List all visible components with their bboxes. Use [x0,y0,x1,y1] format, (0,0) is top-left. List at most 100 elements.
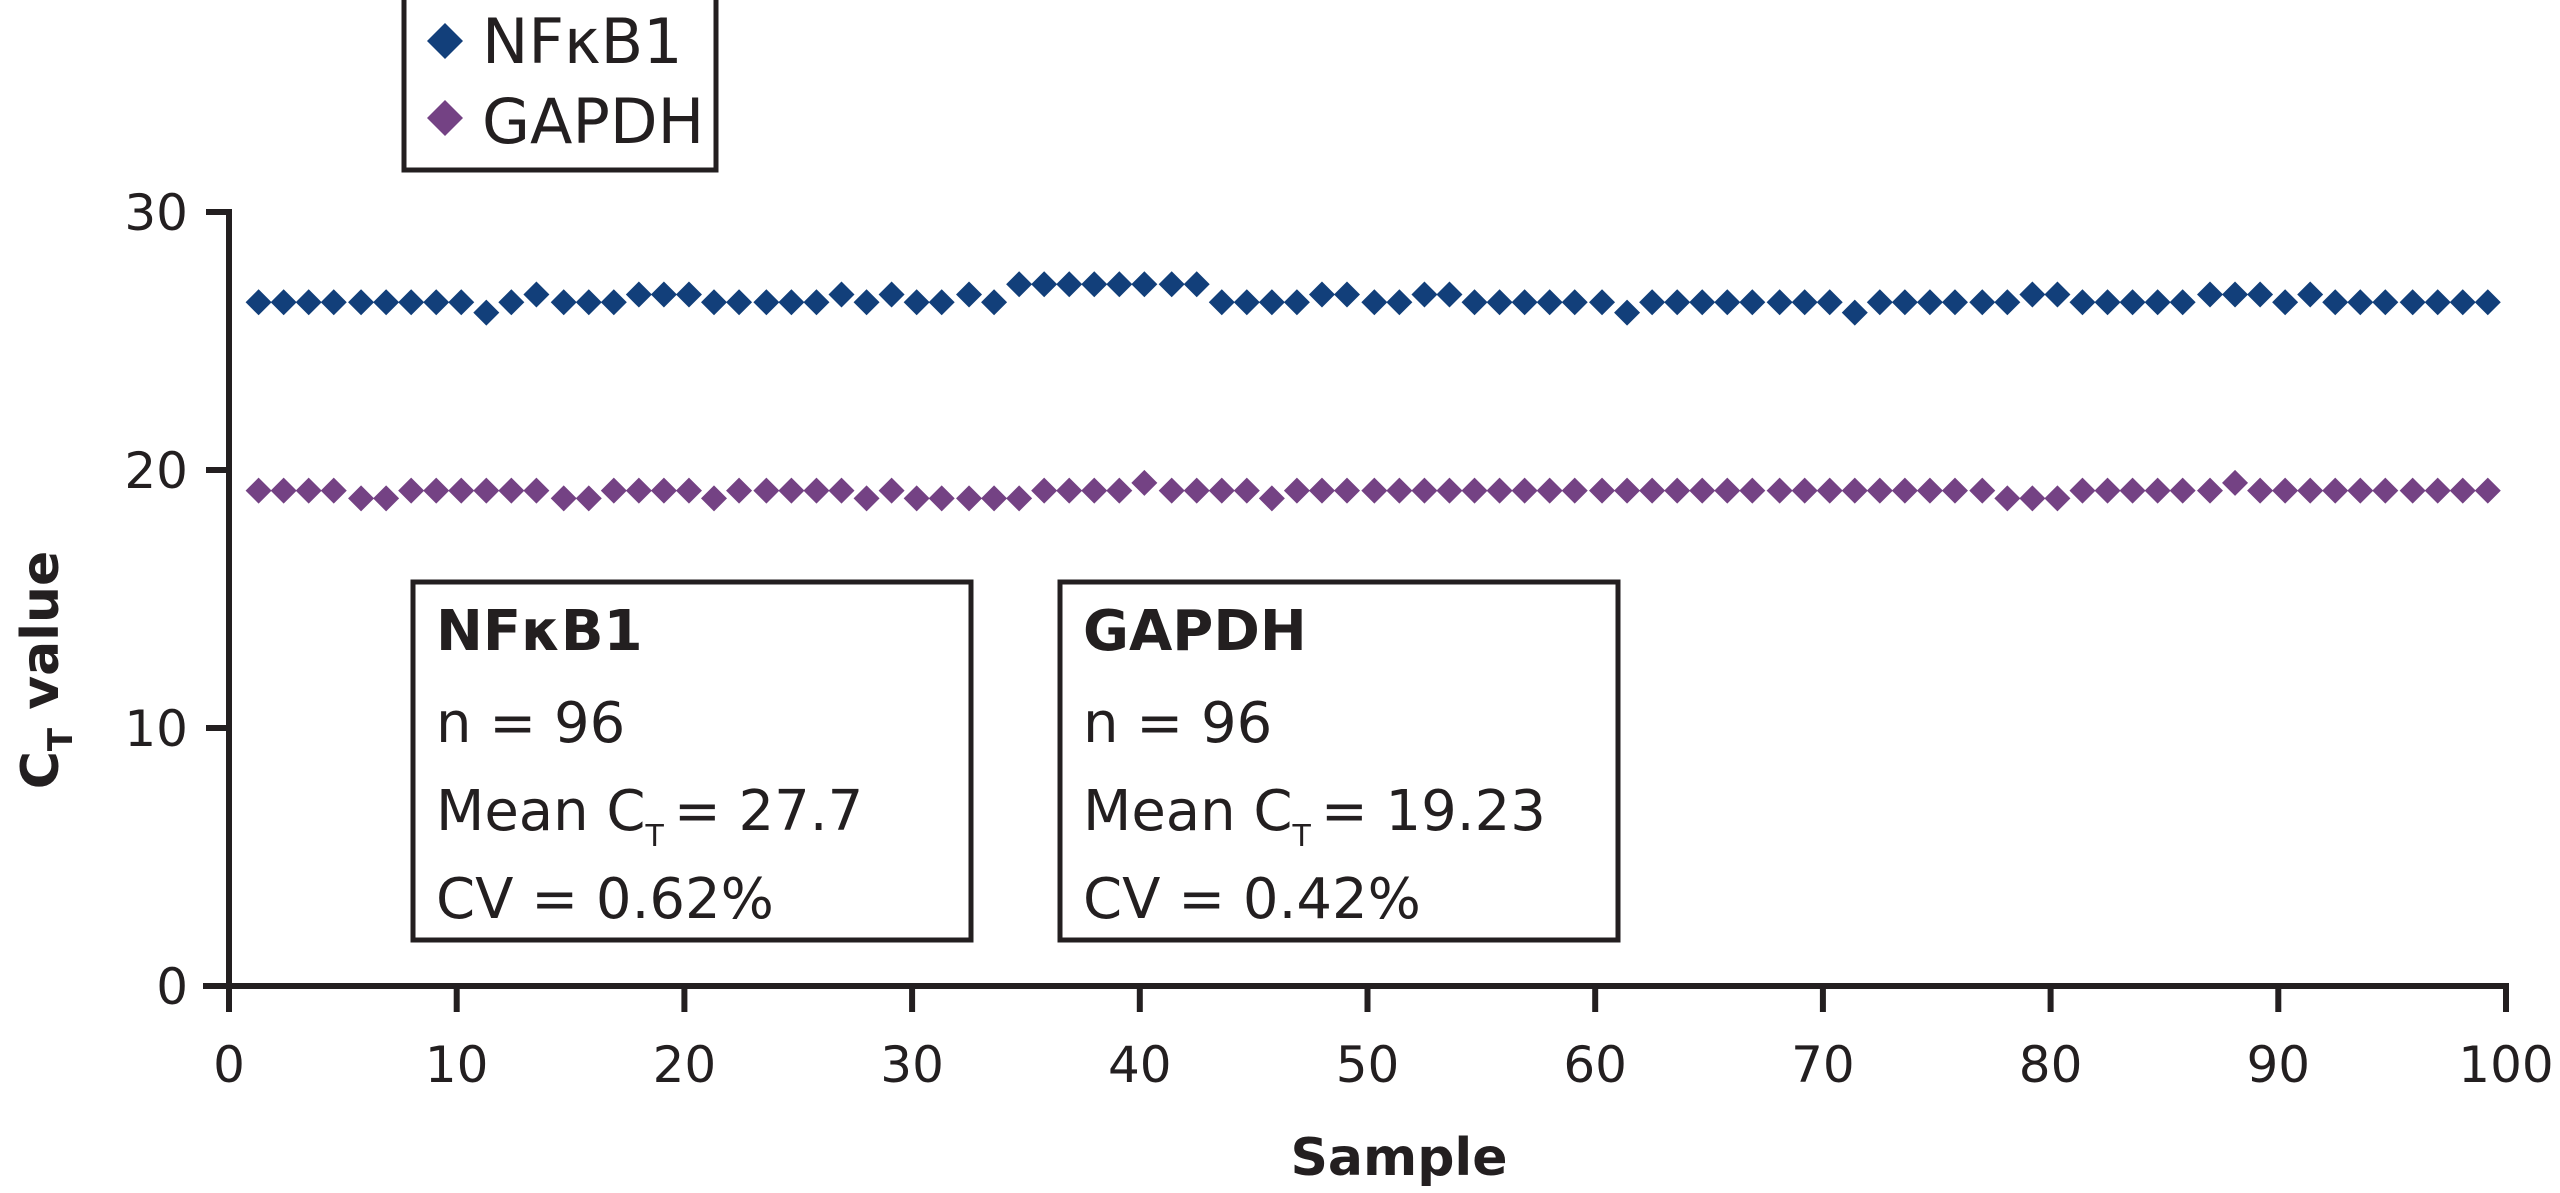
series-gapdh [245,469,2501,512]
y-axis-title-rest: value [11,551,71,728]
data-point [1386,477,1413,504]
data-point [398,477,425,504]
data-point [753,477,780,504]
data-point [803,477,830,504]
x-ticks: 0 10 20 30 40 50 60 70 80 90 100 [213,986,2554,1094]
data-point [726,289,753,316]
data-point [348,289,375,316]
data-point [1589,477,1616,504]
data-point [1866,289,1893,316]
data-point [2144,477,2171,504]
data-point [726,477,753,504]
data-point [778,477,805,504]
data-point [2424,289,2451,316]
legend-box [401,0,719,173]
data-point [2399,477,2426,504]
x-tick-label: 0 [213,1036,245,1094]
data-point [1561,477,1588,504]
data-point [1891,477,1918,504]
data-point [2297,477,2324,504]
data-point [523,281,550,308]
data-point [2372,289,2399,316]
data-point [2169,477,2196,504]
data-point [348,485,375,512]
data-point [1131,469,1158,496]
data-point [2044,281,2071,308]
y-tick-label: 10 [124,700,188,758]
legend-label-gapdh: GAPDH [482,85,704,158]
data-point [2196,281,2223,308]
annotation-box-gapdh [1057,579,1621,943]
data-point [625,281,652,308]
annotation-cv-gapdh: CV = 0.42% [1083,867,1421,932]
data-point [1561,289,1588,316]
data-point [650,281,677,308]
data-point [1056,271,1083,298]
data-point [1589,289,1616,316]
data-point [1208,477,1235,504]
data-point [2019,281,2046,308]
data-point [1436,281,1463,308]
data-point [853,289,880,316]
data-point [625,477,652,504]
y-ticks: 0 10 20 30 [124,184,229,1016]
x-tick-label: 60 [1563,1036,1627,1094]
data-point [1411,281,1438,308]
annotation-mean-sub-nfkb1: T [644,819,664,854]
data-point [320,477,347,504]
data-point [473,477,500,504]
data-point [373,289,400,316]
data-point [1183,477,1210,504]
x-tick-label: 40 [1108,1036,1172,1094]
series-layer [245,271,2501,512]
annotation-n-nfkb1: n = 96 [436,691,625,756]
data-point [1258,289,1285,316]
y-axis-title-subscript: T [41,727,81,751]
data-point [675,477,702,504]
data-point [1689,477,1716,504]
data-point [1334,281,1361,308]
y-axis-title: CT value [11,551,81,790]
annotation-title-nfkb1: NFκB1 [436,599,643,664]
data-point [1664,477,1691,504]
data-point [956,281,983,308]
data-point [2372,477,2399,504]
data-point [1308,281,1335,308]
data-point [1361,289,1388,316]
data-point [753,289,780,316]
data-point [650,477,677,504]
data-point [1841,477,1868,504]
data-point [1258,485,1285,512]
data-point [903,485,930,512]
data-point [1511,477,1538,504]
data-point [903,289,930,316]
y-axis-title-c: C [11,751,71,789]
data-point [1714,289,1741,316]
data-point [1081,271,1108,298]
data-point [1131,271,1158,298]
data-point [423,477,450,504]
data-point [1536,477,1563,504]
data-point [1639,477,1666,504]
data-point [2474,289,2501,316]
data-point [701,485,728,512]
data-point [1639,289,1666,316]
data-point [2272,289,2299,316]
data-point [270,289,297,316]
data-point [1361,477,1388,504]
data-point [2347,289,2374,316]
y-tick-label: 30 [124,184,188,242]
data-point [2449,289,2476,316]
x-tick-label: 100 [2458,1036,2553,1094]
legend-label-nfkb1: NFκB1 [482,5,683,78]
data-point [1486,477,1513,504]
data-point [1056,477,1083,504]
data-point [2474,477,2501,504]
data-point [498,289,525,316]
data-point [398,289,425,316]
data-point [2196,477,2223,504]
annotation-box-nfkb1 [410,579,974,943]
annotation-mean-gapdh: Mean CT = 19.23 [1083,779,1546,854]
annotation-mean-value-nfkb1: = 27.7 [674,779,863,844]
data-point [448,289,475,316]
